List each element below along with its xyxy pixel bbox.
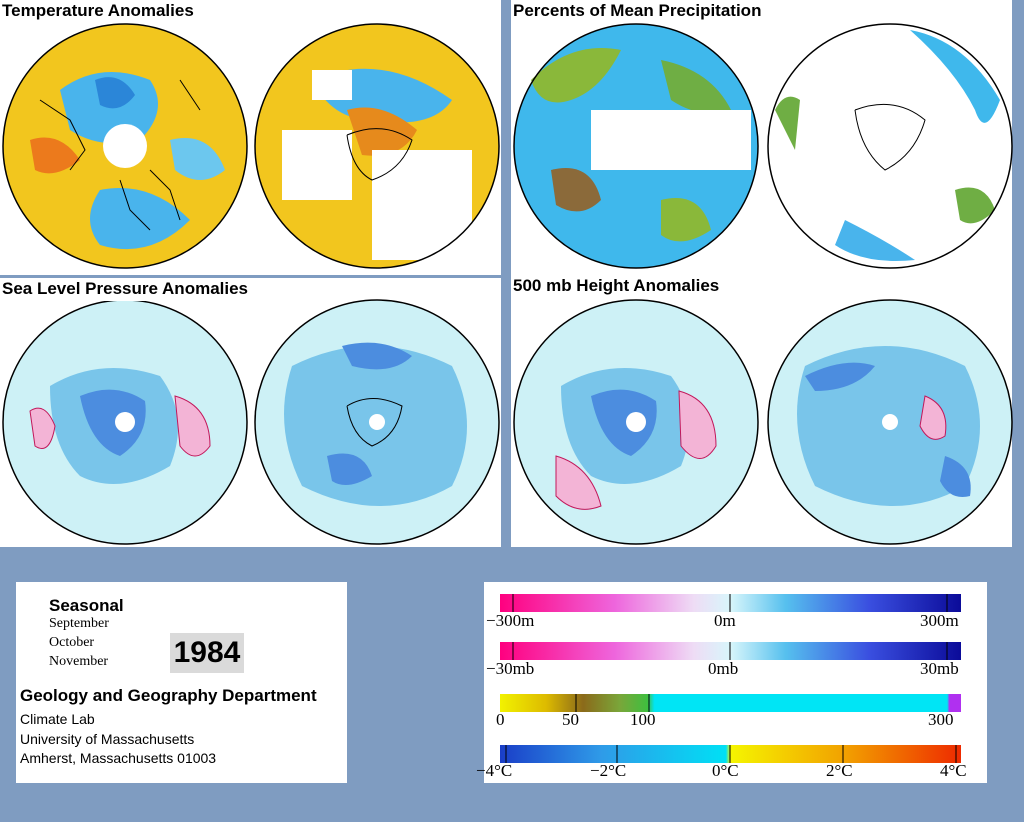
temp-label-2: 2°C [826, 761, 853, 780]
slp-panel: Sea Level Pressure Anomalies [0, 278, 501, 547]
precipitation-panel: Percents of Mean Precipitation [511, 0, 1013, 275]
year-badge: 1984 [170, 633, 244, 673]
temperature-title: Temperature Anomalies [0, 0, 197, 23]
precipitation-north-globe [513, 23, 759, 269]
info-line-lab: Climate Lab [20, 711, 95, 727]
pressure-label-min: −30mb [486, 659, 535, 678]
info-box: Seasonal September October November 1984… [16, 582, 347, 783]
temperature-panel: Temperature Anomalies [0, 0, 501, 275]
height-label-min: −300m [486, 611, 535, 630]
precip-scale-bar [500, 694, 961, 712]
precipitation-title: Percents of Mean Precipitation [511, 0, 765, 23]
height500-panel: 500 mb Height Anomalies [511, 275, 1013, 547]
pressure-label-zero: 0mb [708, 659, 739, 678]
info-line-university: University of Massachusetts [20, 731, 195, 747]
precip-label-100: 100 [630, 710, 656, 729]
month-september: September [49, 616, 109, 631]
precip-label-50: 50 [562, 710, 579, 729]
slp-north-globe [2, 299, 248, 545]
precip-label-300: 300 [928, 710, 954, 729]
height500-north-globe [513, 299, 759, 545]
department-name: Geology and Geography Department [20, 686, 317, 705]
height500-south-globe [767, 299, 1013, 545]
temp-label-0: 0°C [712, 761, 739, 780]
month-november: November [49, 654, 109, 669]
temp-label-m2: −2°C [590, 761, 627, 780]
temperature-north-globe [2, 23, 248, 269]
slp-south-globe [254, 299, 500, 545]
height500-title: 500 mb Height Anomalies [511, 275, 723, 298]
temp-label-m4: −4°C [476, 761, 513, 780]
seasonal-label: Seasonal [49, 596, 124, 615]
legend-color-bars [500, 594, 961, 763]
temp-label-4: 4°C [940, 761, 967, 780]
info-line-address: Amherst, Massachusetts 01003 [20, 750, 217, 766]
precipitation-south-globe [767, 23, 1013, 269]
pressure-label-max: 30mb [920, 659, 959, 678]
legend-box: −300m 0m 300m −30mb 0mb 30mb 0 50 100 30… [476, 582, 987, 783]
month-october: October [49, 635, 95, 650]
height-label-zero: 0m [714, 611, 736, 630]
temperature-south-globe [254, 23, 500, 269]
slp-title: Sea Level Pressure Anomalies [0, 278, 252, 301]
height-label-max: 300m [920, 611, 959, 630]
precip-label-0: 0 [496, 710, 505, 729]
